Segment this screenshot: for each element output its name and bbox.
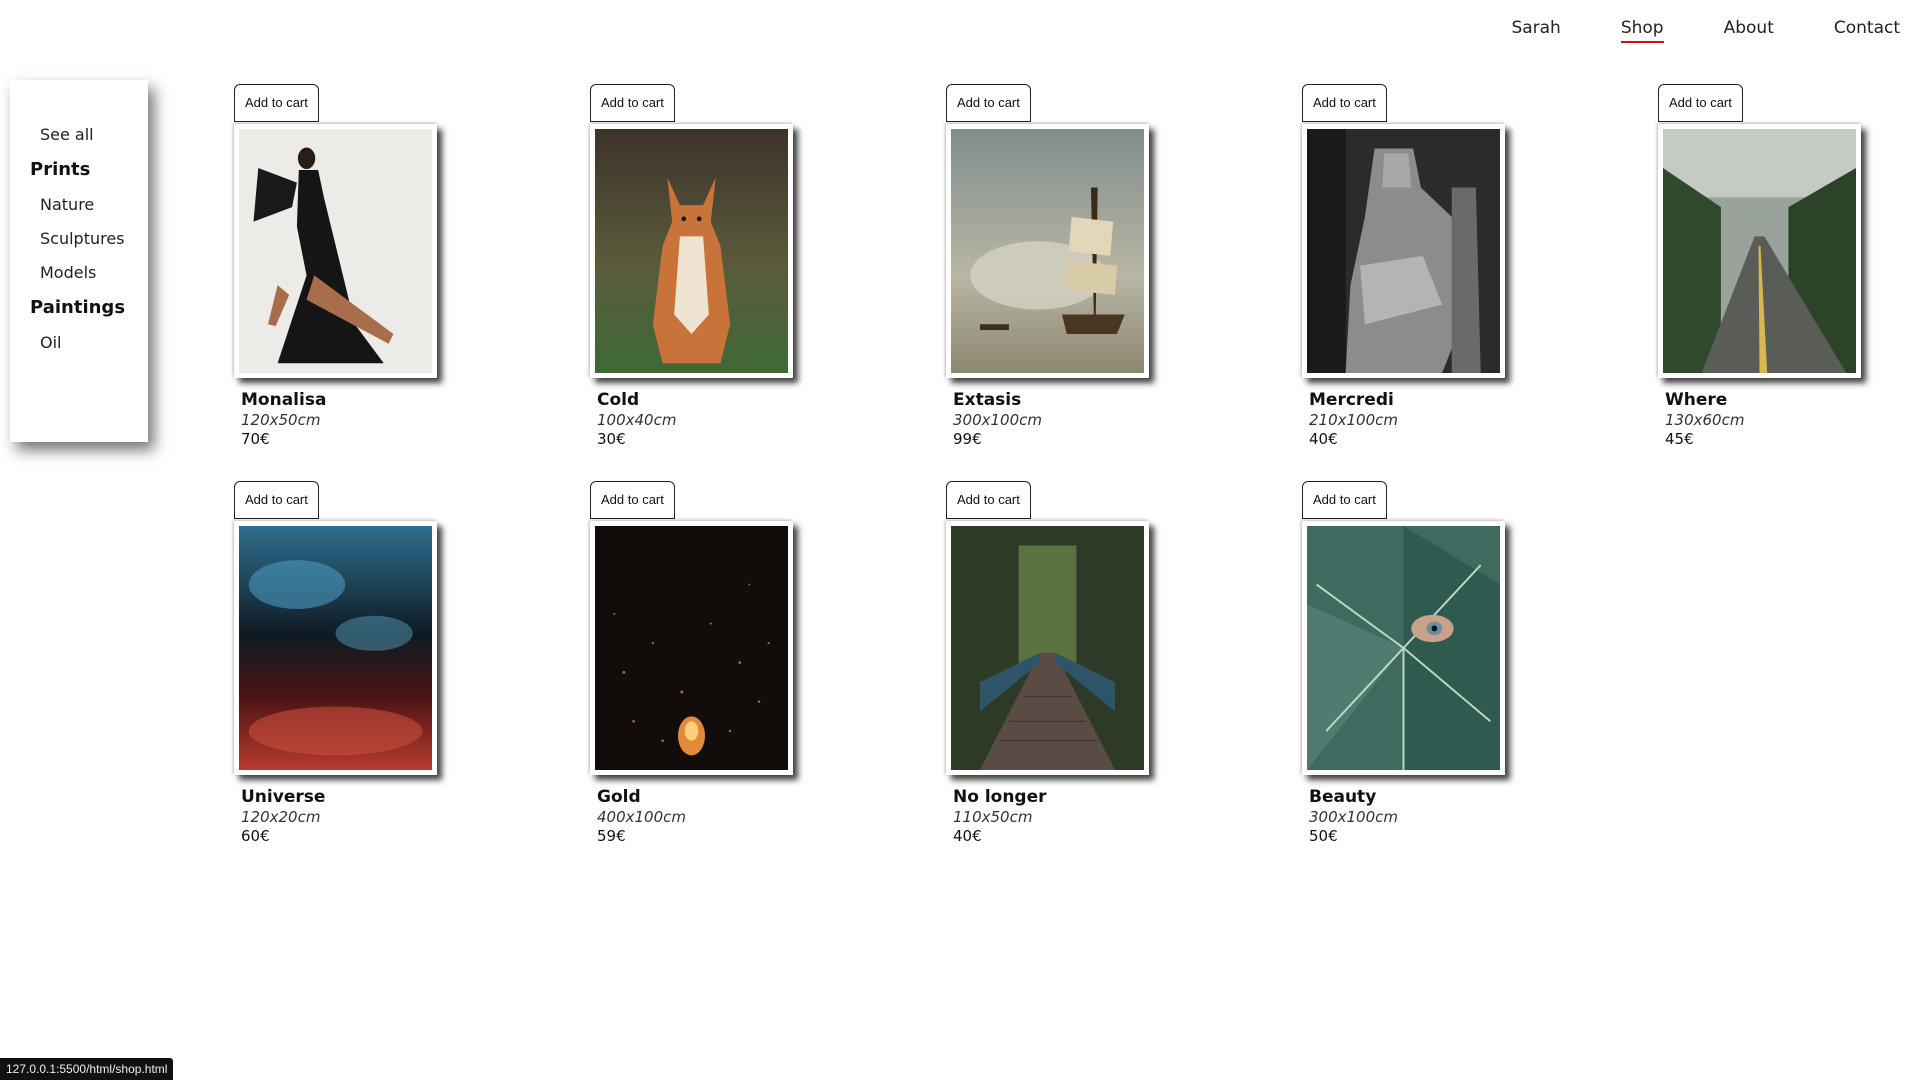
product-price: 59€: [597, 827, 626, 845]
product-image-beauty[interactable]: [1302, 521, 1505, 775]
product-price: 70€: [241, 430, 270, 448]
product-card-cold: Add to cart Cold 100x40cm 30€: [590, 84, 850, 464]
add-to-cart-button[interactable]: Add to cart: [1302, 84, 1387, 122]
nav-shop[interactable]: Shop: [1620, 18, 1664, 43]
product-price: 50€: [1309, 827, 1338, 845]
product-title[interactable]: Beauty: [1309, 787, 1377, 807]
product-size: 130x60cm: [1665, 411, 1745, 429]
product-size: 110x50cm: [953, 808, 1033, 826]
product-title[interactable]: Mercredi: [1309, 390, 1394, 410]
product-size: 120x20cm: [241, 808, 321, 826]
product-image-monalisa[interactable]: [234, 124, 437, 378]
product-card-extasis: Add to cart Extasis 300x10: [946, 84, 1206, 464]
add-to-cart-button[interactable]: Add to cart: [234, 84, 319, 122]
add-to-cart-button[interactable]: Add to cart: [1658, 84, 1743, 122]
product-image-cold[interactable]: [590, 124, 793, 378]
category-sidebar: See all Prints Nature Sculptures Models …: [10, 80, 148, 442]
product-image-extasis[interactable]: [946, 124, 1149, 378]
product-price: 40€: [953, 827, 982, 845]
product-card-universe: Add to cart Universe 120x20cm 60€: [234, 481, 494, 861]
nav-sarah[interactable]: Sarah: [1511, 18, 1561, 38]
product-card-gold: Add to cart Gold 400x100cm 59€: [590, 481, 850, 861]
product-price: 40€: [1309, 430, 1338, 448]
product-size: 100x40cm: [597, 411, 677, 429]
nav-contact[interactable]: Contact: [1833, 18, 1900, 38]
product-size: 210x100cm: [1309, 411, 1398, 429]
product-card-mercredi: Add to cart Mercredi 210x100cm 40€: [1302, 84, 1562, 464]
sidebar-item-oil[interactable]: Oil: [40, 333, 62, 352]
product-size: 120x50cm: [241, 411, 321, 429]
product-card-no-longer: Add to cart No longer 110x50cm 40€: [946, 481, 1206, 861]
product-title[interactable]: Where: [1665, 390, 1728, 410]
product-image-gold[interactable]: [590, 521, 793, 775]
product-image-universe[interactable]: [234, 521, 437, 775]
add-to-cart-button[interactable]: Add to cart: [1302, 481, 1387, 519]
product-title[interactable]: Gold: [597, 787, 641, 807]
product-price: 99€: [953, 430, 982, 448]
add-to-cart-button[interactable]: Add to cart: [234, 481, 319, 519]
sidebar-item-see-all[interactable]: See all: [40, 125, 94, 144]
sidebar-item-sculptures[interactable]: Sculptures: [40, 229, 125, 248]
product-size: 300x100cm: [1309, 808, 1398, 826]
add-to-cart-button[interactable]: Add to cart: [590, 84, 675, 122]
sidebar-group-paintings[interactable]: Paintings: [30, 297, 126, 318]
product-card-where: Add to cart Where 130x60cm 45€: [1658, 84, 1918, 464]
top-nav: Sarah Shop About Contact: [1451, 18, 1900, 43]
product-card-beauty: Add to cart Beauty 300x100cm 50€: [1302, 481, 1562, 861]
product-price: 45€: [1665, 430, 1694, 448]
product-card-monalisa: Add to cart Monalisa 120x50cm 70€: [234, 84, 494, 464]
product-title[interactable]: Cold: [597, 390, 640, 410]
product-size: 400x100cm: [597, 808, 686, 826]
add-to-cart-button[interactable]: Add to cart: [946, 481, 1031, 519]
product-price: 60€: [241, 827, 270, 845]
product-price: 30€: [597, 430, 626, 448]
add-to-cart-button[interactable]: Add to cart: [946, 84, 1031, 122]
product-title[interactable]: No longer: [953, 787, 1047, 807]
product-title[interactable]: Universe: [241, 787, 326, 807]
product-size: 300x100cm: [953, 411, 1042, 429]
product-image-where[interactable]: [1658, 124, 1861, 378]
nav-about[interactable]: About: [1723, 18, 1774, 38]
product-image-no-longer[interactable]: [946, 521, 1149, 775]
sidebar-item-nature[interactable]: Nature: [40, 195, 95, 214]
sidebar-group-prints[interactable]: Prints: [30, 159, 91, 180]
product-title[interactable]: Monalisa: [241, 390, 327, 410]
product-image-mercredi[interactable]: [1302, 124, 1505, 378]
product-title[interactable]: Extasis: [953, 390, 1022, 410]
add-to-cart-button[interactable]: Add to cart: [590, 481, 675, 519]
status-url: 127.0.0.1:5500/html/shop.html: [0, 1058, 174, 1080]
sidebar-item-models[interactable]: Models: [40, 263, 97, 282]
